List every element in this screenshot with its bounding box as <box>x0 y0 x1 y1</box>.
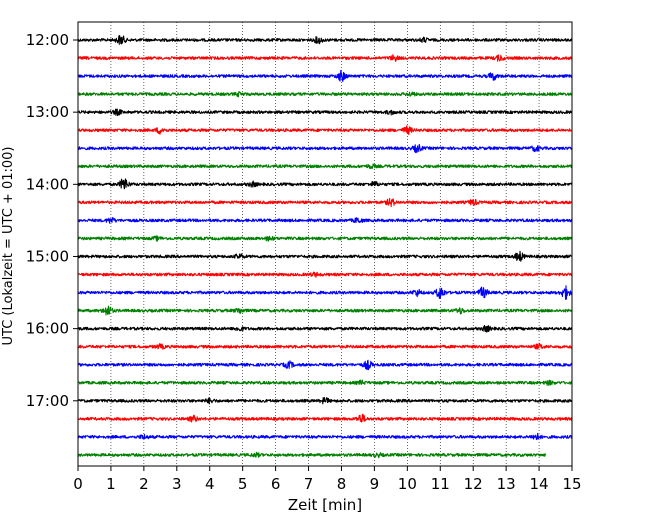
x-tick-label: 8 <box>337 475 347 493</box>
trace-line <box>77 143 573 154</box>
y-tick-label: 12:00 <box>26 31 69 49</box>
x-tick-label: 10 <box>398 475 417 493</box>
trace-line <box>77 163 573 169</box>
trace-line <box>77 178 573 190</box>
trace-line <box>77 396 573 405</box>
trace-line <box>77 379 573 386</box>
x-tick-label: 2 <box>139 475 149 493</box>
x-tick-label: 15 <box>562 475 581 493</box>
trace-line <box>77 125 573 135</box>
y-tick-label: 15:00 <box>26 247 69 265</box>
x-tick-label: 0 <box>73 475 83 493</box>
trace-line <box>77 305 573 316</box>
x-tick-label: 11 <box>431 475 450 493</box>
trace-line <box>77 250 573 262</box>
y-tick-label: 17:00 <box>26 392 69 410</box>
trace-line <box>77 324 573 333</box>
trace-line <box>77 108 573 117</box>
trace-line <box>77 91 573 98</box>
y-tick-label: 13:00 <box>26 103 69 121</box>
trace-line <box>77 35 573 45</box>
x-tick-label: 12 <box>464 475 483 493</box>
x-tick-label: 9 <box>370 475 380 493</box>
trace-line <box>77 432 573 441</box>
trace-line <box>77 69 573 82</box>
plot-background <box>78 22 572 466</box>
x-tick-label: 5 <box>238 475 248 493</box>
x-tick-label: 13 <box>497 475 516 493</box>
x-tick-label: 7 <box>304 475 314 493</box>
trace-line <box>77 54 573 62</box>
x-tick-label: 3 <box>172 475 182 493</box>
trace-line <box>77 413 573 423</box>
plot-frame <box>77 21 573 467</box>
y-tick-label: 16:00 <box>26 320 69 338</box>
y-tick-label: 14:00 <box>26 175 69 193</box>
trace-line <box>77 342 573 350</box>
x-axis-label: Zeit [min] <box>288 496 362 514</box>
trace-line <box>77 451 547 459</box>
trace-line <box>77 285 573 300</box>
y-axis-label: UTC (Lokalzeit = UTC + 01:00) <box>1 147 16 346</box>
x-tick-label: 1 <box>106 475 116 493</box>
trace-line <box>77 216 573 224</box>
x-axis-ticks: 0 1 2 3 4 5 6 7 8 9 10 11 12 13 14 15 <box>73 466 582 493</box>
y-axis-ticks: 12:00 13:00 14:00 15:00 16:00 17:00 <box>26 31 78 410</box>
x-tick-label: 4 <box>205 475 215 493</box>
trace-line <box>77 271 573 278</box>
trace-line <box>77 359 573 371</box>
seismic-traces <box>77 35 573 459</box>
vertical-grid <box>110 22 540 466</box>
x-tick-label: 6 <box>271 475 281 493</box>
trace-line <box>77 235 573 242</box>
x-tick-label: 14 <box>530 475 549 493</box>
trace-line <box>77 197 573 208</box>
